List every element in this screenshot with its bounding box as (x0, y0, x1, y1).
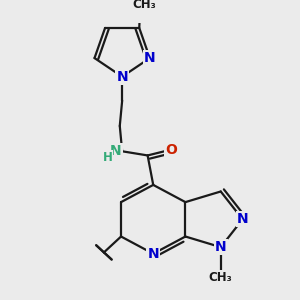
Text: N: N (110, 144, 122, 158)
Text: N: N (237, 212, 248, 226)
Text: CH₃: CH₃ (209, 271, 232, 284)
Text: CH₃: CH₃ (132, 0, 156, 11)
Text: O: O (165, 142, 177, 157)
Text: N: N (144, 51, 156, 65)
Text: H: H (103, 151, 112, 164)
Text: N: N (215, 240, 226, 254)
Text: N: N (147, 247, 159, 261)
Text: N: N (116, 70, 128, 84)
